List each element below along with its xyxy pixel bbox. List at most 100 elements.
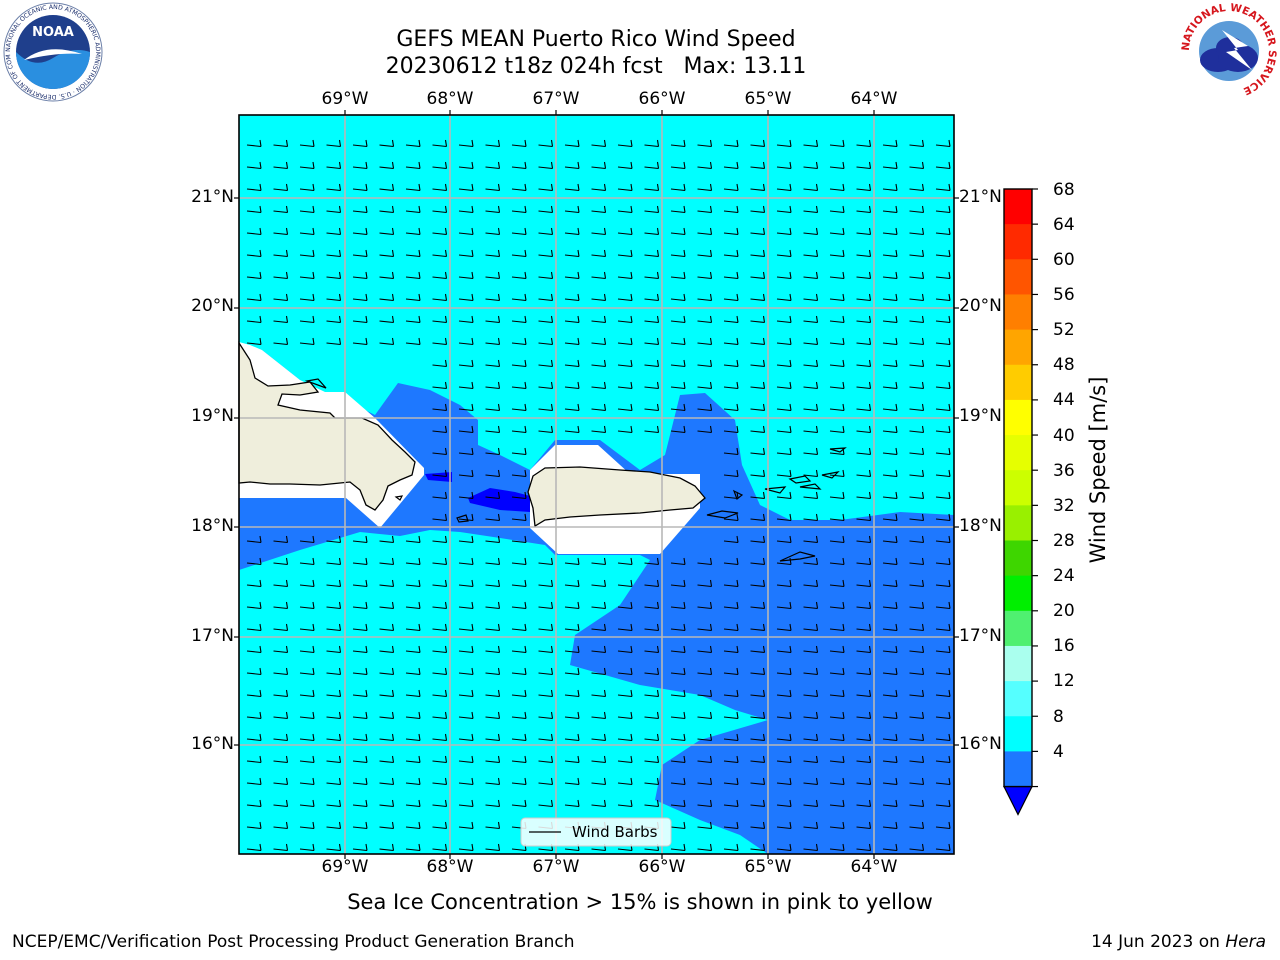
- wind-barb: [909, 183, 925, 192]
- wind-barb: [644, 271, 660, 280]
- wind-barb: [750, 623, 766, 632]
- wind-barb: [856, 513, 872, 522]
- wind-barb: [485, 777, 501, 786]
- wind-barb: [829, 667, 845, 676]
- wind-barb: [670, 557, 686, 566]
- wind-barb: [829, 843, 845, 852]
- wind-barb: [432, 601, 448, 610]
- wind-barb: [511, 535, 527, 544]
- wind-barb: [591, 601, 607, 610]
- wind-barb: [379, 205, 395, 214]
- wind-barb: [776, 337, 792, 346]
- wind-barb: [697, 843, 713, 852]
- wind-barb: [511, 315, 527, 324]
- wind-barb: [750, 447, 766, 456]
- wind-barb: [326, 161, 342, 170]
- wind-barb: [564, 139, 580, 148]
- lat-label-left: 16°N: [191, 734, 234, 754]
- wind-barb: [803, 337, 819, 346]
- wind-barb: [299, 755, 315, 764]
- wind-barb: [511, 403, 527, 412]
- wind-barb: [564, 227, 580, 236]
- wind-barb: [909, 315, 925, 324]
- colorbar-segment: [1004, 294, 1032, 331]
- wind-barb: [697, 821, 713, 830]
- wind-barb: [246, 293, 262, 302]
- wind-barb: [697, 315, 713, 324]
- wind-barb: [935, 447, 951, 456]
- wind-barb: [856, 227, 872, 236]
- wind-barb: [352, 623, 368, 632]
- wind-barb: [591, 249, 607, 258]
- wind-barb: [723, 227, 739, 236]
- wind-barb: [511, 425, 527, 434]
- wind-barb: [882, 623, 898, 632]
- land-puerto-rico: [527, 466, 706, 528]
- lon-label-top: 66°W: [638, 89, 686, 109]
- wind-barb: [856, 293, 872, 302]
- wind-barb: [776, 227, 792, 236]
- legend-box: Wind Barbs: [520, 817, 672, 847]
- wind-barb: [246, 711, 262, 720]
- wind-barb: [697, 799, 713, 808]
- wind-barb: [882, 315, 898, 324]
- wind-barb: [405, 601, 421, 610]
- lon-label-top: 68°W: [426, 89, 474, 109]
- wind-barb: [644, 425, 660, 434]
- wind-barb: [617, 249, 633, 258]
- wind-barb: [326, 579, 342, 588]
- wind-barb: [299, 799, 315, 808]
- wind-barb: [909, 161, 925, 170]
- wind-barb: [432, 161, 448, 170]
- lon-label-bottom: 67°W: [532, 857, 580, 877]
- wind-barb: [750, 689, 766, 698]
- wind-barb: [697, 667, 713, 676]
- wind-barb: [299, 689, 315, 698]
- wind-barb: [617, 557, 633, 566]
- colorbar-tick: 24: [1053, 566, 1075, 586]
- wind-barb: [723, 315, 739, 324]
- wind-barb: [723, 557, 739, 566]
- wind-barb: [856, 689, 872, 698]
- wind-barb: [829, 733, 845, 742]
- wind-barb: [246, 315, 262, 324]
- wind-barb: [644, 755, 660, 764]
- wind-barb: [352, 161, 368, 170]
- wind-barb: [273, 293, 289, 302]
- wind-barb: [670, 799, 686, 808]
- wind-barb: [432, 315, 448, 324]
- wind-barb: [273, 249, 289, 258]
- wind-barb: [432, 667, 448, 676]
- wind-barb: [829, 359, 845, 368]
- wind-barb: [697, 711, 713, 720]
- wind-barb: [776, 249, 792, 258]
- wind-barb: [326, 821, 342, 830]
- colorbar-segment: [1004, 610, 1032, 647]
- wind-barb: [697, 249, 713, 258]
- wind-barb: [935, 205, 951, 214]
- wind-barb: [617, 271, 633, 280]
- wind-barb: [564, 381, 580, 390]
- wind-barb: [723, 799, 739, 808]
- wind-barb: [299, 183, 315, 192]
- wind-barb: [670, 161, 686, 170]
- wind-barb: [485, 557, 501, 566]
- wind-barb: [856, 799, 872, 808]
- wind-barb: [299, 337, 315, 346]
- wind-barb: [273, 557, 289, 566]
- wind-barb: [803, 711, 819, 720]
- wind-barb: [909, 469, 925, 478]
- wind-barb: [538, 623, 554, 632]
- wind-barb: [326, 601, 342, 610]
- colorbar-tick: 36: [1053, 461, 1075, 481]
- wind-barb: [750, 513, 766, 522]
- wind-barb: [458, 293, 474, 302]
- wind-barb: [485, 645, 501, 654]
- wind-barb: [405, 271, 421, 280]
- wind-barb: [511, 777, 527, 786]
- wind-barb: [432, 271, 448, 280]
- wind-barb: [909, 755, 925, 764]
- wind-barb: [670, 601, 686, 610]
- wind-barb: [352, 755, 368, 764]
- wind-barb: [591, 623, 607, 632]
